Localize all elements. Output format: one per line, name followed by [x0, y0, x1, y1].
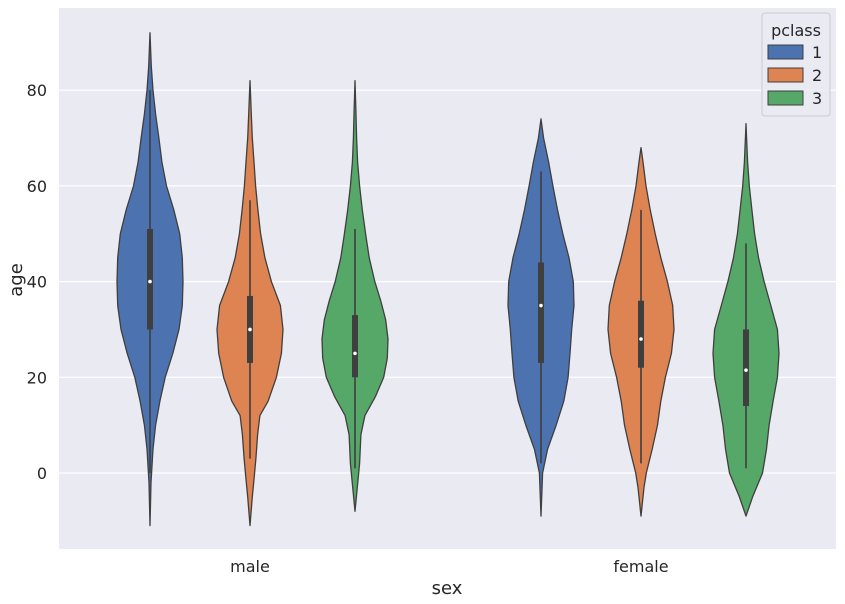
legend-swatch-3: [767, 90, 804, 106]
y-tick-label: 0: [37, 464, 47, 483]
x-axis-label: sex: [432, 578, 463, 599]
legend-swatch-1: [767, 44, 804, 60]
x-tick-label: male: [230, 557, 270, 576]
legend-swatch-2: [767, 67, 804, 83]
violin-iqr-box: [743, 329, 749, 407]
violins: [116, 32, 780, 527]
y-tick-label: 20: [27, 368, 47, 387]
legend-label-1: 1: [812, 43, 822, 62]
y-tick-label: 40: [27, 273, 47, 292]
legend-entries: 1 2 3: [767, 43, 822, 108]
violin-median-marker: [148, 279, 152, 284]
violin-median-marker: [639, 337, 643, 341]
violin-median-marker: [744, 368, 748, 372]
legend: pclass 1 2 3: [761, 12, 831, 117]
y-tick-label: 80: [27, 81, 47, 100]
legend-label-2: 2: [812, 66, 822, 85]
violin-median-marker: [539, 303, 543, 308]
violin-iqr-box: [352, 315, 358, 378]
y-tick-label: 60: [27, 177, 47, 196]
y-tick-labels: 0 20 40 60 80: [27, 81, 47, 483]
violin-iqr-box: [147, 228, 153, 330]
x-tick-label: female: [613, 557, 668, 576]
legend-label-3: 3: [812, 89, 822, 108]
violin-median-marker: [248, 327, 252, 332]
gridlines: [59, 89, 836, 474]
violin-iqr-box: [638, 300, 644, 368]
violin-iqr-box: [538, 262, 544, 363]
x-tick-labels: male female: [230, 557, 668, 576]
plot-background: [59, 8, 836, 549]
y-axis-label: age: [6, 263, 27, 297]
legend-title: pclass: [771, 21, 821, 40]
legend-frame: [761, 12, 831, 117]
violin-median-marker: [353, 351, 357, 356]
